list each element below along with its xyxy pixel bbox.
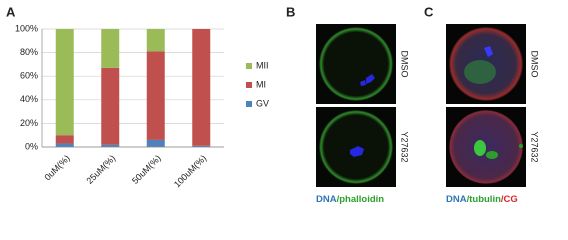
y-tick-label: 40%	[20, 94, 38, 104]
bar-segment	[146, 51, 165, 140]
caption-part: DNA	[316, 194, 337, 205]
x-tick-label: 25uM(%)	[84, 153, 117, 186]
panel-label: B	[286, 4, 295, 19]
y-tick-label: 60%	[20, 71, 38, 81]
x-tick-label: 50uM(%)	[130, 153, 163, 186]
row-label: DMSO	[400, 51, 410, 78]
legend-label: MII	[256, 60, 269, 70]
bar-segment	[101, 144, 120, 147]
row-label: Y27632	[400, 131, 410, 162]
x-tick-label: 0uM(%)	[42, 153, 71, 182]
bar-segment	[192, 145, 211, 147]
bar-segment	[192, 29, 211, 146]
y-tick-label: 20%	[20, 118, 38, 128]
micrograph-c1	[446, 24, 526, 104]
legend-swatch	[246, 101, 252, 107]
row-label: DMSO	[530, 51, 540, 78]
bar-segment	[101, 67, 120, 145]
y-tick-label: 80%	[20, 47, 38, 57]
legend-label: GV	[256, 98, 269, 108]
caption-part: /tubulin	[467, 194, 501, 205]
bar-segment	[55, 143, 74, 147]
x-tick-label: 100uM(%)	[172, 153, 208, 189]
micrograph-b1	[316, 24, 396, 104]
bar-segment	[101, 29, 120, 68]
figure: A B C 0% 20% 40% 60% 80% 100% 0uM(%) 25uM(%) 50u…	[6, 4, 540, 205]
caption-part: /CG	[501, 194, 518, 205]
caption: DNA/phalloidin	[316, 194, 384, 205]
panel-label: A	[6, 4, 16, 19]
legend-swatch	[246, 63, 252, 69]
bar-segment	[146, 29, 165, 52]
caption-part: DNA	[446, 194, 467, 205]
micrograph-b2	[316, 107, 396, 187]
panel-label: C	[424, 4, 434, 19]
caption-part: /phalloidin	[337, 194, 385, 205]
legend-label: MI	[256, 79, 266, 89]
bar-segment	[146, 139, 165, 147]
page: A B C 0% 20% 40% 60% 80% 100% 0uM(%) 25uM(%) 50u…	[6, 4, 540, 205]
y-tick-label: 0%	[25, 141, 38, 151]
bar-segment	[55, 135, 74, 144]
caption: DNA/tubulin/CG	[446, 194, 518, 205]
micrograph-c2	[446, 107, 526, 187]
y-tick-label: 100%	[15, 23, 38, 33]
bar-segment	[55, 29, 74, 136]
legend-swatch	[246, 82, 252, 88]
row-label: Y27632	[530, 131, 540, 162]
